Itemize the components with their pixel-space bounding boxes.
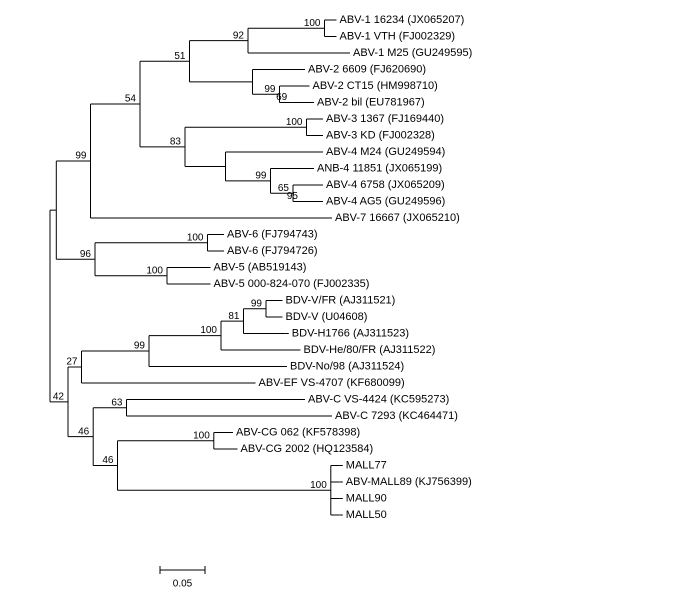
bootstrap-label: 99 [251, 298, 263, 309]
bootstrap-label: 100 [146, 265, 163, 276]
tip-label: ABV-2 6609 (FJ620690) [308, 63, 426, 75]
tip-label: ABV-4 M24 (GU249594) [326, 146, 445, 158]
tip-label: ABV-7 16667 (JX065210) [335, 212, 460, 224]
bootstrap-label: 46 [102, 455, 114, 466]
bootstrap-label: 63 [111, 397, 123, 408]
tip-label: ANB-4 11851 (JX065199) [317, 162, 442, 174]
tip-label: ABV-MALL89 (KJ756399) [346, 476, 472, 488]
tip-label: ABV-4 6758 (JX065209) [326, 179, 445, 191]
bootstrap-label: 100 [200, 325, 217, 336]
tip-label: ABV-CG 062 (KF578398) [236, 426, 360, 438]
tip-label: ABV-1 16234 (JX065207) [340, 14, 465, 26]
tip-label: ABV-3 KD (FJ002328) [326, 129, 435, 141]
tip-label: MALL50 [346, 509, 387, 521]
bootstrap-label: 51 [174, 51, 186, 62]
bootstrap-label: 100 [304, 18, 321, 29]
bootstrap-label: 46 [78, 426, 90, 437]
bootstrap-label: 42 [53, 391, 65, 402]
tip-label: ABV-CG 2002 (HQ123584) [241, 443, 374, 455]
tip-label: BDV-V (U04608) [286, 311, 368, 323]
bootstrap-label: 100 [310, 480, 327, 491]
bootstrap-label: 100 [193, 430, 210, 441]
bootstrap-label: 81 [228, 311, 240, 322]
tip-label: BDV-He/80/FR (AJ311522) [304, 344, 436, 356]
tip-label: ABV-3 1367 (FJ169440) [326, 113, 444, 125]
bootstrap-label: 83 [170, 136, 182, 147]
tip-label: BDV-H1766 (AJ311523) [292, 327, 409, 339]
bootstrap-label: 54 [125, 94, 137, 105]
bootstrap-label: 99 [255, 171, 267, 182]
bootstrap-label: 99 [134, 341, 146, 352]
tip-label: ABV-5 000-824-070 (FJ002335) [214, 278, 370, 290]
tip-label: ABV-1 VTH (FJ002329) [340, 30, 456, 42]
tip-label: ABV-2 bil (EU781967) [317, 96, 425, 108]
phylogenetic-tree: 99 54 51 92 100 ABV-1 16234 (JX065207) ABV-1 V… [0, 0, 700, 604]
bootstrap-label: 92 [233, 30, 245, 41]
tip-label: ABV-C VS-4424 (KC595273) [308, 393, 449, 405]
tip-label: BDV-V/FR (AJ311521) [286, 294, 396, 306]
tip-label: MALL90 [346, 492, 387, 504]
bootstrap-label: 99 [75, 151, 87, 162]
scalebar-label: 0.05 [173, 579, 193, 590]
tip-label: ABV-5 (AB519143) [214, 261, 307, 273]
bootstrap-label: 96 [80, 249, 92, 260]
tip-label: ABV-EF VS-4707 (KF680099) [259, 377, 405, 389]
tip-label: ABV-1 M25 (GU249595) [353, 47, 472, 59]
tip-label: ABV-2 CT15 (HM998710) [313, 80, 438, 92]
bootstrap-label: 100 [286, 117, 303, 128]
tip-label: ABV-C 7293 (KC464471) [335, 410, 458, 422]
tip-label: BDV-No/98 (AJ311524) [290, 360, 404, 372]
tip-label: MALL77 [346, 459, 387, 471]
bootstrap-label: 99 [264, 84, 276, 95]
bootstrap-label: 95 [287, 191, 299, 202]
bootstrap-label: 27 [66, 357, 78, 368]
bootstrap-label: 69 [276, 92, 288, 103]
tip-label: ABV-4 AG5 (GU249596) [326, 195, 445, 207]
tip-label: ABV-6 (FJ794743) [227, 228, 318, 240]
bootstrap-label: 100 [187, 232, 204, 243]
tip-label: ABV-6 (FJ794726) [227, 245, 318, 257]
